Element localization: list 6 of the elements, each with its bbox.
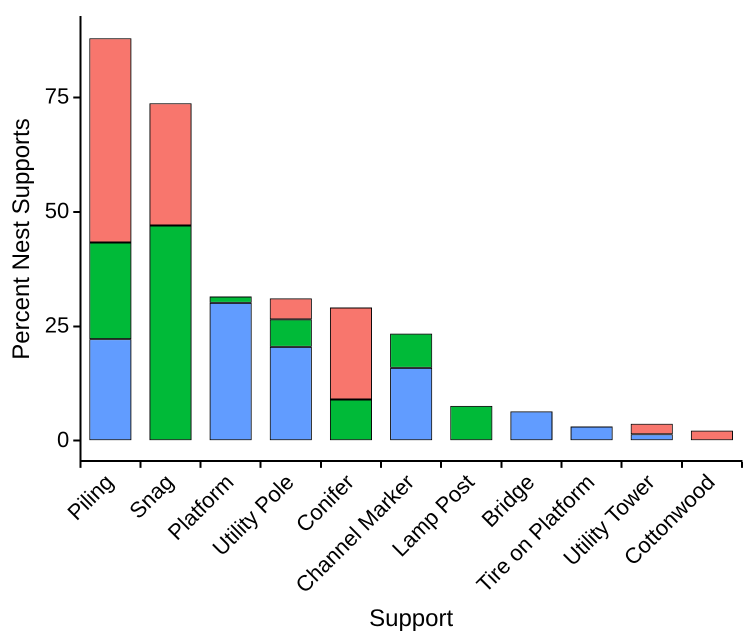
- y-tick-label: 0: [57, 426, 70, 452]
- y-tick-label: 50: [44, 198, 70, 223]
- x-axis-title: Support: [369, 605, 454, 632]
- y-axis-title: Percent Nest Supports: [8, 118, 36, 360]
- y-tick-label: 25: [44, 312, 70, 338]
- y-tick-label: 75: [44, 83, 70, 108]
